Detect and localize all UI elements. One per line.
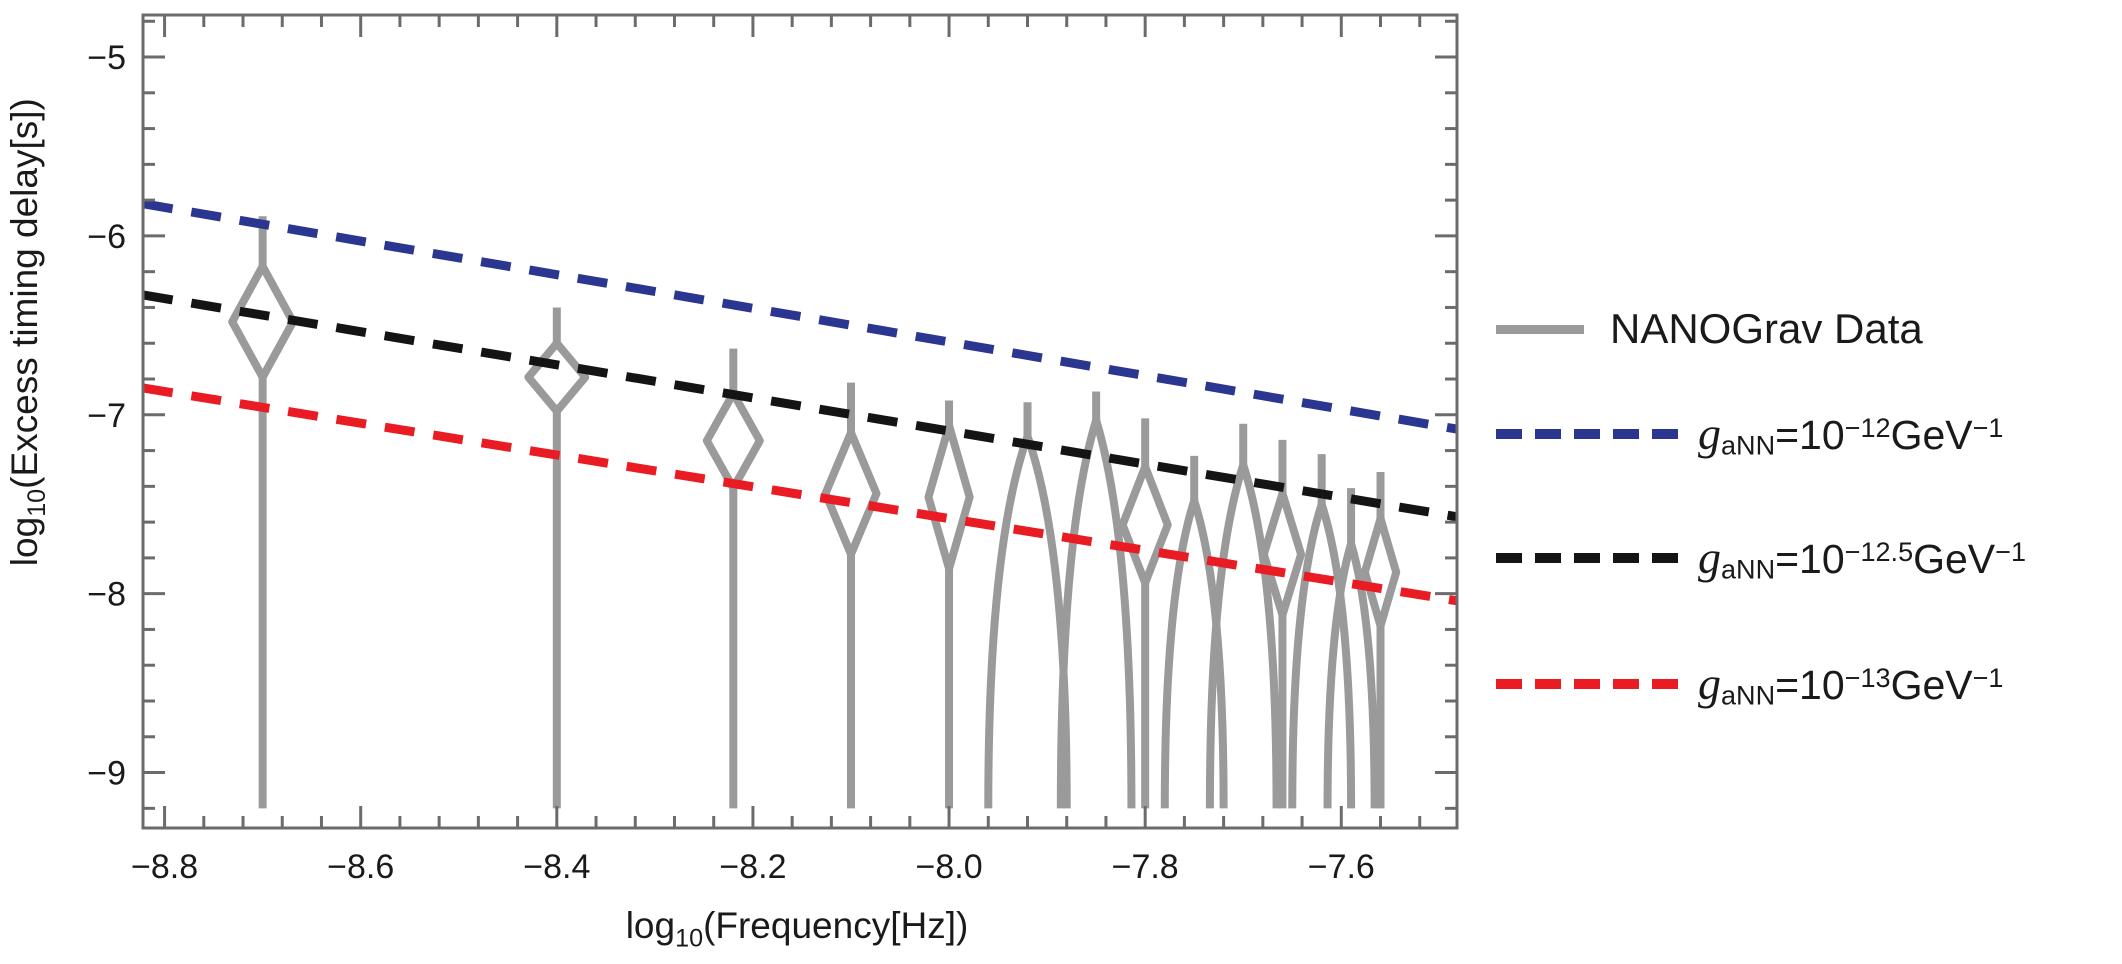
y-tick-label: −9 xyxy=(87,755,126,793)
legend-dashed-line-icon xyxy=(1496,429,1678,439)
violin-marker xyxy=(1288,454,1356,809)
violin-marker xyxy=(924,400,974,809)
legend-entry-g12: gaNN=10−12GeV−1 xyxy=(1496,403,2003,465)
x-tick-label: −8.2 xyxy=(719,848,786,886)
legend-entry-g13: gaNN=10−13GeV−1 xyxy=(1496,653,2003,715)
x-tick-label: −7.8 xyxy=(1112,848,1179,886)
violin-marker xyxy=(702,348,764,809)
y-tick-label: −7 xyxy=(87,397,126,435)
x-axis-label: log10(Frequency[Hz]) xyxy=(625,905,969,953)
violin-marker xyxy=(1118,418,1172,809)
violin-marker xyxy=(984,402,1071,809)
violin-marker xyxy=(1360,472,1401,809)
x-tick-label: −7.6 xyxy=(1308,848,1375,886)
legend-label: gaNN=10−12.5GeV−1 xyxy=(1698,531,2026,585)
x-tick-label: −8.4 xyxy=(523,848,590,886)
tick-labels: −8.8 −8.6 −8.4 −8.2 −8.0 −7.8 −7.6 −5 −6 −7 −8 −9 xyxy=(87,39,1375,886)
y-axis-label: log10(Excess timing delay[s]) xyxy=(3,98,52,567)
legend-label: gaNN=10−13GeV−1 xyxy=(1698,657,2004,711)
violin-marker xyxy=(1323,488,1379,809)
legend-dashed-line-icon xyxy=(1496,679,1678,689)
y-tick-label: −5 xyxy=(87,39,126,77)
legend-label: NANOGrav Data xyxy=(1610,305,1923,352)
violin-marker xyxy=(228,216,298,809)
legend-solid-line-icon xyxy=(1496,324,1584,334)
legend-entry-nanograv: NANOGrav Data xyxy=(1496,298,1923,360)
plot-frame-and-ticks xyxy=(141,13,1459,830)
legend-dashed-line-icon xyxy=(1496,553,1678,563)
y-tick-label: −6 xyxy=(87,218,126,256)
x-tick-label: −8.0 xyxy=(915,848,982,886)
legend-label: gaNN=10−12GeV−1 xyxy=(1698,407,2004,461)
x-tick-label: −8.8 xyxy=(131,848,198,886)
violin-marker xyxy=(821,382,881,809)
coupling-line-1 xyxy=(142,290,1458,522)
violin-marker xyxy=(1205,423,1281,809)
violin-marker xyxy=(524,307,590,809)
coupling-line-0 xyxy=(142,199,1458,434)
coupling-line-2 xyxy=(142,383,1458,606)
x-tick-label: −8.6 xyxy=(327,848,394,886)
nanograv-violin-series xyxy=(228,216,1401,809)
legend-entry-g125: gaNN=10−12.5GeV−1 xyxy=(1496,527,2026,589)
coupling-lines xyxy=(142,199,1458,606)
y-tick-label: −8 xyxy=(87,576,126,614)
